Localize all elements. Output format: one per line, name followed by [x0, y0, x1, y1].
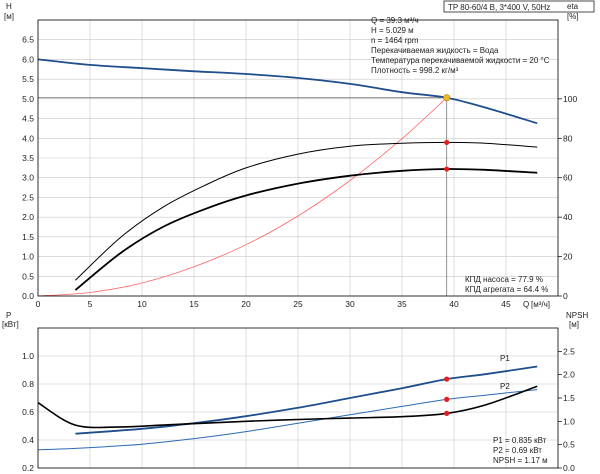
head-curve: [37, 58, 538, 125]
h-tick-label: 2.5: [22, 192, 34, 202]
h-tick-label: 5.0: [22, 94, 34, 104]
curve-layer: [37, 58, 538, 451]
h-axis-letter: H: [6, 2, 12, 11]
eta-tick-label: 0: [563, 291, 568, 301]
h-tick-label: 5.5: [22, 74, 34, 84]
eta_pump-curve: [75, 141, 538, 281]
npsh-tick-label: 1.5: [563, 393, 575, 403]
npsh-tick-label: 2.0: [563, 370, 575, 380]
h-tick-label: 1.0: [22, 252, 34, 262]
x-tick-label: 35: [397, 299, 407, 309]
npsh-curve: [37, 385, 538, 429]
info-liquid: Перекачиваемая жидкость = Вода: [371, 46, 499, 55]
info-npsh: NPSH = 1.17 м: [493, 456, 548, 465]
info-p1: P1 = 0.835 кВт: [493, 436, 547, 445]
pump-model-box: [443, 0, 595, 13]
eta-tick-label: 80: [563, 133, 573, 143]
pump-model: TP 80-60/4 B, 3*400 V, 50Hz: [448, 3, 550, 12]
x-tick-label: 40: [449, 299, 459, 309]
eta-axis-unit: [%]: [567, 12, 579, 21]
eta_unit-curve: [74, 168, 538, 291]
npsh-tick-label: 1.0: [563, 416, 575, 426]
p2-curve: [37, 389, 538, 451]
p-tick-label: 0.6: [22, 407, 34, 417]
h-tick-label: 6.0: [22, 54, 34, 64]
h-tick-label: 0.5: [22, 271, 34, 281]
x-tick-label: 10: [137, 299, 147, 309]
x-tick-label: 20: [241, 299, 251, 309]
p2-marker: [444, 396, 450, 402]
npsh-tick-label: 0.0: [563, 463, 575, 473]
npsh-tick-label: 0.5: [563, 440, 575, 450]
info-q: Q = 39.3 м³/ч: [371, 16, 419, 25]
system-curve: [37, 97, 447, 297]
p1-marker: [444, 376, 450, 382]
x-tick-label: 25: [293, 299, 303, 309]
h-axis-unit: [м]: [4, 12, 14, 21]
upper-plot-frame: [37, 19, 559, 297]
p2-series-label: P2: [500, 382, 510, 391]
eta-tick-label: 100: [563, 94, 577, 104]
info-density: Плотность = 998.2 кг/м³: [371, 66, 459, 75]
eta_pump-marker: [444, 139, 450, 146]
h-tick-label: 0.0: [22, 291, 34, 301]
npsh-marker: [444, 410, 450, 416]
p1-series-label: P1: [500, 354, 510, 363]
info-temp: Температура перекачиваемой жидкости = 20…: [371, 56, 550, 65]
p-tick-label: 0.4: [22, 435, 34, 445]
h-tick-label: 1.5: [22, 232, 34, 242]
eta_unit-marker: [444, 166, 450, 172]
p-tick-label: 1.0: [22, 351, 34, 361]
x-tick-label: 30: [345, 299, 355, 309]
eta-axis-letter: eta: [567, 2, 579, 11]
info-n: n = 1464 rpm: [371, 36, 419, 45]
eff-unit-label: КПД агрегата = 64.4 %: [465, 285, 548, 294]
info-h: H = 5.029 м: [371, 26, 414, 35]
h-tick-label: 2.0: [22, 212, 34, 222]
eff-pump-label: КПД насоса = 77.9 %: [465, 275, 543, 284]
grid-layer: [37, 20, 558, 469]
p1-curve: [75, 365, 538, 435]
h-tick-label: 3.0: [22, 173, 34, 183]
operating-point-marker: [443, 94, 451, 102]
q-axis-letter: Q: [523, 300, 529, 309]
h-tick-label: 4.5: [22, 114, 34, 124]
x-tick-label: 5: [88, 299, 93, 309]
npsh-axis-letter: NPSH: [566, 311, 588, 320]
q-axis-unit: [м³/ч]: [531, 300, 550, 309]
p-axis-unit: [кВт]: [2, 320, 19, 329]
x-tick-label: 45: [501, 299, 511, 309]
h-tick-label: 4.0: [22, 133, 34, 143]
p-axis-letter: P: [6, 311, 11, 320]
h-tick-label: 6.5: [22, 35, 34, 45]
npsh-axis-unit: [м]: [569, 320, 579, 329]
x-tick-label: 15: [189, 299, 199, 309]
x-tick-label: 0: [36, 299, 41, 309]
npsh-tick-label: 2.5: [563, 346, 575, 356]
eta-tick-label: 40: [563, 212, 573, 222]
lower-plot-frame: [37, 327, 559, 469]
tick-layer: 0 5 10 15 20 25 30 35 40 45 0.0 0.5 1.0 1.5 2.0 2.5 3.0 3…: [22, 35, 577, 473]
p-tick-label: 0.2: [22, 463, 34, 473]
eta-tick-label: 20: [563, 252, 573, 262]
eta-tick-label: 60: [563, 173, 573, 183]
h-tick-label: 3.5: [22, 153, 34, 163]
info-p2: P2 = 0.69 кВт: [493, 446, 542, 455]
p-tick-label: 0.8: [22, 379, 34, 389]
